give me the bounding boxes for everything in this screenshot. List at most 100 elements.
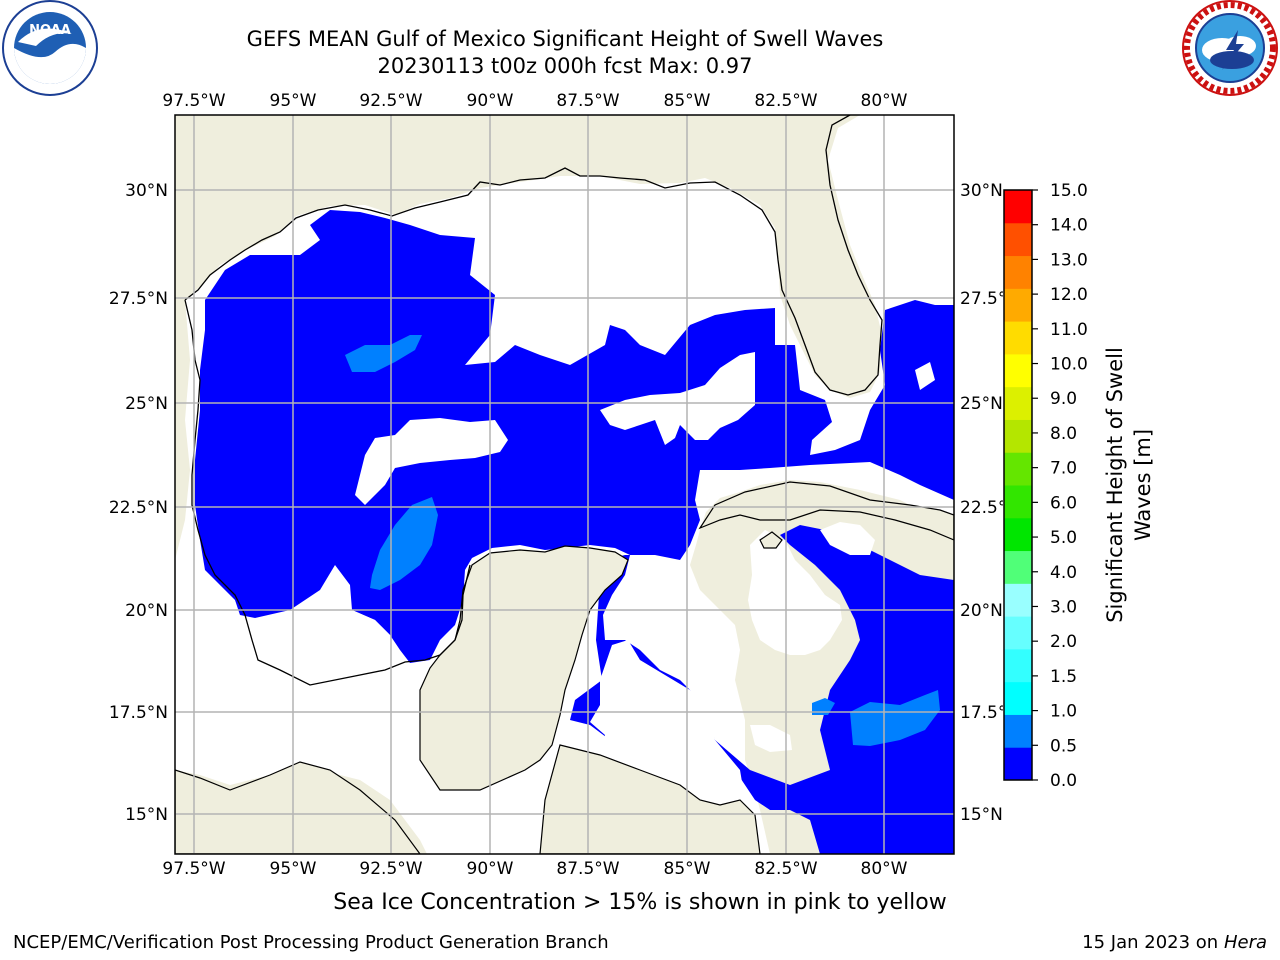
land-isle-of-youth xyxy=(759,531,783,549)
colorbar-tick-label: 9.0 xyxy=(1050,389,1077,409)
lat-label-left: 15°N xyxy=(125,805,168,825)
colorbar-segment xyxy=(1004,485,1032,519)
lat-label-right: 27.5°N xyxy=(960,289,1019,309)
lon-label-top: 97.5°W xyxy=(162,91,225,111)
swell-band-0.5-1.0-b xyxy=(370,497,438,590)
colorbar-segment xyxy=(1004,255,1032,289)
title-line-2: 20230113 t00z 000h fcst Max: 0.97 xyxy=(377,54,753,78)
lon-label-bottom: 82.5°W xyxy=(754,859,817,879)
nodata-patch-caribbean xyxy=(590,640,760,854)
lon-label-bottom: 97.5°W xyxy=(162,859,225,879)
footer-machine: Hera xyxy=(1223,932,1267,953)
colorbar-frame xyxy=(1003,189,1033,781)
colorbar-tick-label: 0.5 xyxy=(1050,736,1077,756)
noaa-logo: NOAA xyxy=(2,0,98,96)
nodata-patch-honduras xyxy=(750,725,792,752)
lat-label-left: 27.5°N xyxy=(109,289,168,309)
colorbar-segment xyxy=(1004,452,1032,486)
colorbar-tick-label: 0.0 xyxy=(1050,771,1077,791)
land-yucatan xyxy=(419,545,629,791)
lon-label-bottom: 92.5°W xyxy=(359,859,422,879)
lat-label-right: 17.5°N xyxy=(960,703,1019,723)
colorbar-label-line2: Waves [m] xyxy=(1131,429,1155,541)
lat-label-left: 17.5°N xyxy=(109,703,168,723)
colorbar-tick-label: 1.5 xyxy=(1050,667,1077,687)
lat-label-right: 25°N xyxy=(960,394,1003,414)
sea-ice-note: Sea Ice Concentration > 15% is shown in … xyxy=(0,890,1280,915)
footer-date-text: 15 Jan 2023 on xyxy=(1082,932,1219,953)
lat-label-right: 22.5°N xyxy=(960,498,1019,518)
colorbar-tick-label: 14.0 xyxy=(1050,216,1088,236)
colorbar-tick-label: 4.0 xyxy=(1050,563,1077,583)
colorbar-segment xyxy=(1004,583,1032,617)
lat-label-left: 20°N xyxy=(125,601,168,621)
lat-label-right: 15°N xyxy=(960,805,1003,825)
colorbar xyxy=(1003,189,1033,781)
land-central-america xyxy=(175,761,421,854)
lon-label-top: 92.5°W xyxy=(359,91,422,111)
swell-band-0.5-1.0-d xyxy=(812,698,835,715)
lon-label-top: 87.5°W xyxy=(556,91,619,111)
lat-label-right: 20°N xyxy=(960,601,1003,621)
lon-label-bottom: 90°W xyxy=(467,859,514,879)
colorbar-segment xyxy=(1004,288,1032,322)
swell-band-0.5-1.0-a xyxy=(345,335,422,372)
colorbar-segment xyxy=(1004,419,1032,453)
colorbar-tick-label: 13.0 xyxy=(1050,250,1088,270)
colorbar-segment xyxy=(1004,517,1032,552)
swell-band-0-0.5 xyxy=(195,210,954,854)
coastline-west xyxy=(184,115,883,686)
lon-label-bottom: 80°W xyxy=(861,859,908,879)
colorbar-tick-label: 6.0 xyxy=(1050,493,1077,513)
colorbar-tick-label: 1.0 xyxy=(1050,702,1077,722)
map-frame xyxy=(174,114,955,855)
colorbar-tick-label: 12.0 xyxy=(1050,285,1088,305)
colorbar-segment xyxy=(1004,550,1032,584)
colorbar-segment xyxy=(1004,616,1032,650)
lon-label-bottom: 95°W xyxy=(270,859,317,879)
swell-band-0.5-1.0-c xyxy=(850,690,940,746)
footer-date: 15 Jan 2023 on Hera xyxy=(1082,932,1267,953)
nodata-patch-cayman xyxy=(748,530,842,655)
colorbar-tick-label: 2.0 xyxy=(1050,632,1077,652)
lat-label-left: 30°N xyxy=(125,181,168,201)
noaa-logo-text: NOAA xyxy=(29,23,71,38)
lat-label-right: 30°N xyxy=(960,181,1003,201)
nws-logo xyxy=(1182,0,1278,96)
sea-ice-note-text: Sea Ice Concentration > 15% is shown in … xyxy=(333,890,947,915)
colorbar-segment xyxy=(1004,681,1032,715)
nodata-patch-east xyxy=(600,352,755,445)
lon-label-top: 85°W xyxy=(664,91,711,111)
colorbar-tick-label: 10.0 xyxy=(1050,355,1088,375)
nodata-patch-yucatan-west xyxy=(240,565,400,685)
land-cuba xyxy=(698,481,954,541)
lat-label-left: 25°N xyxy=(125,394,168,414)
lon-label-top: 90°W xyxy=(467,91,514,111)
colorbar-segment xyxy=(1004,714,1032,748)
colorbar-segment xyxy=(1004,747,1032,781)
colorbar-tick-label: 15.0 xyxy=(1050,181,1088,201)
colorbar-tick-label: 11.0 xyxy=(1050,320,1088,340)
colorbar-segment xyxy=(1004,353,1032,388)
nodata-patch-se xyxy=(915,362,935,390)
lon-label-top: 80°W xyxy=(861,91,908,111)
colorbar-segment xyxy=(1004,222,1032,257)
colorbar-tick-label: 8.0 xyxy=(1050,424,1077,444)
map-area xyxy=(175,115,954,854)
colorbar-tick-label: 3.0 xyxy=(1050,597,1077,617)
footer-branch: NCEP/EMC/Verification Post Processing Pr… xyxy=(13,932,609,953)
lon-label-top: 82.5°W xyxy=(754,91,817,111)
colorbar-tick-label: 7.0 xyxy=(1050,459,1077,479)
lon-label-top: 95°W xyxy=(270,91,317,111)
nodata-patch-cuba-north xyxy=(820,522,875,555)
colorbar-segment xyxy=(1004,190,1032,224)
colorbar-label-line1: Significant Height of Swell xyxy=(1103,347,1127,623)
land-honduras xyxy=(539,744,761,854)
lat-label-left: 22.5°N xyxy=(109,498,168,518)
colorbar-segment xyxy=(1004,386,1032,420)
colorbar-tick-label: 5.0 xyxy=(1050,528,1077,548)
nodata-patch-central xyxy=(355,418,508,505)
lon-label-bottom: 87.5°W xyxy=(556,859,619,879)
lon-label-bottom: 85°W xyxy=(664,859,711,879)
